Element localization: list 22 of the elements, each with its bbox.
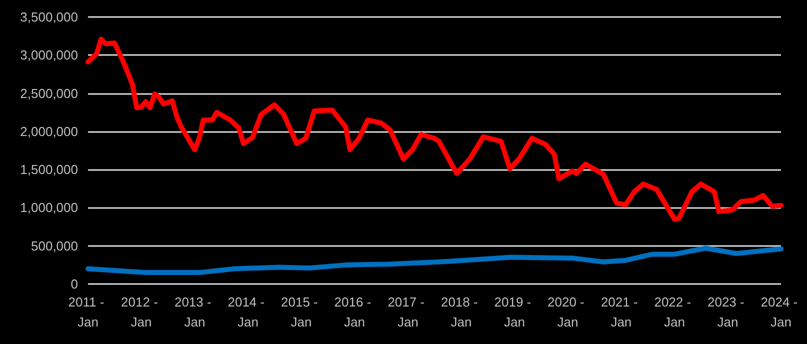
y-tick-label: 0: [70, 276, 78, 292]
x-tick-label: 2013 - Jan: [174, 294, 215, 330]
y-tick-label: 1,000,000: [20, 200, 78, 216]
x-tick-label: 2024 - Jan: [760, 294, 802, 330]
x-tick-label: 2016 - Jan: [334, 294, 375, 330]
x-tick-label: 2018 - Jan: [440, 294, 482, 330]
x-tick-label: 2020 - Jan: [548, 294, 588, 330]
x-tick-label: 2023 - Jan: [707, 294, 748, 330]
y-tick-label: 500,000: [31, 238, 78, 254]
y-tick-label: 3,500,000: [20, 10, 78, 24]
x-tick-label: 2015 - Jan: [281, 294, 322, 330]
x-tick-label: 2019 - Jan: [494, 294, 535, 330]
y-tick-label: 2,500,000: [20, 86, 78, 101]
y-tick-label: 3,000,000: [20, 48, 78, 63]
x-tick-label: 2022 - Jan: [654, 294, 695, 330]
x-tick-label: 2021 - Jan: [600, 294, 642, 330]
x-tick-label: 2012 - Jan: [121, 294, 162, 330]
y-tick-label: 1,500,000: [20, 162, 78, 178]
x-tick-label: 2011 - Jan: [68, 294, 108, 330]
x-tick-label: 2014 - Jan: [228, 294, 268, 330]
y-tick-label: 2,000,000: [20, 124, 78, 139]
x-tick-label: 2017 - Jan: [388, 294, 428, 330]
